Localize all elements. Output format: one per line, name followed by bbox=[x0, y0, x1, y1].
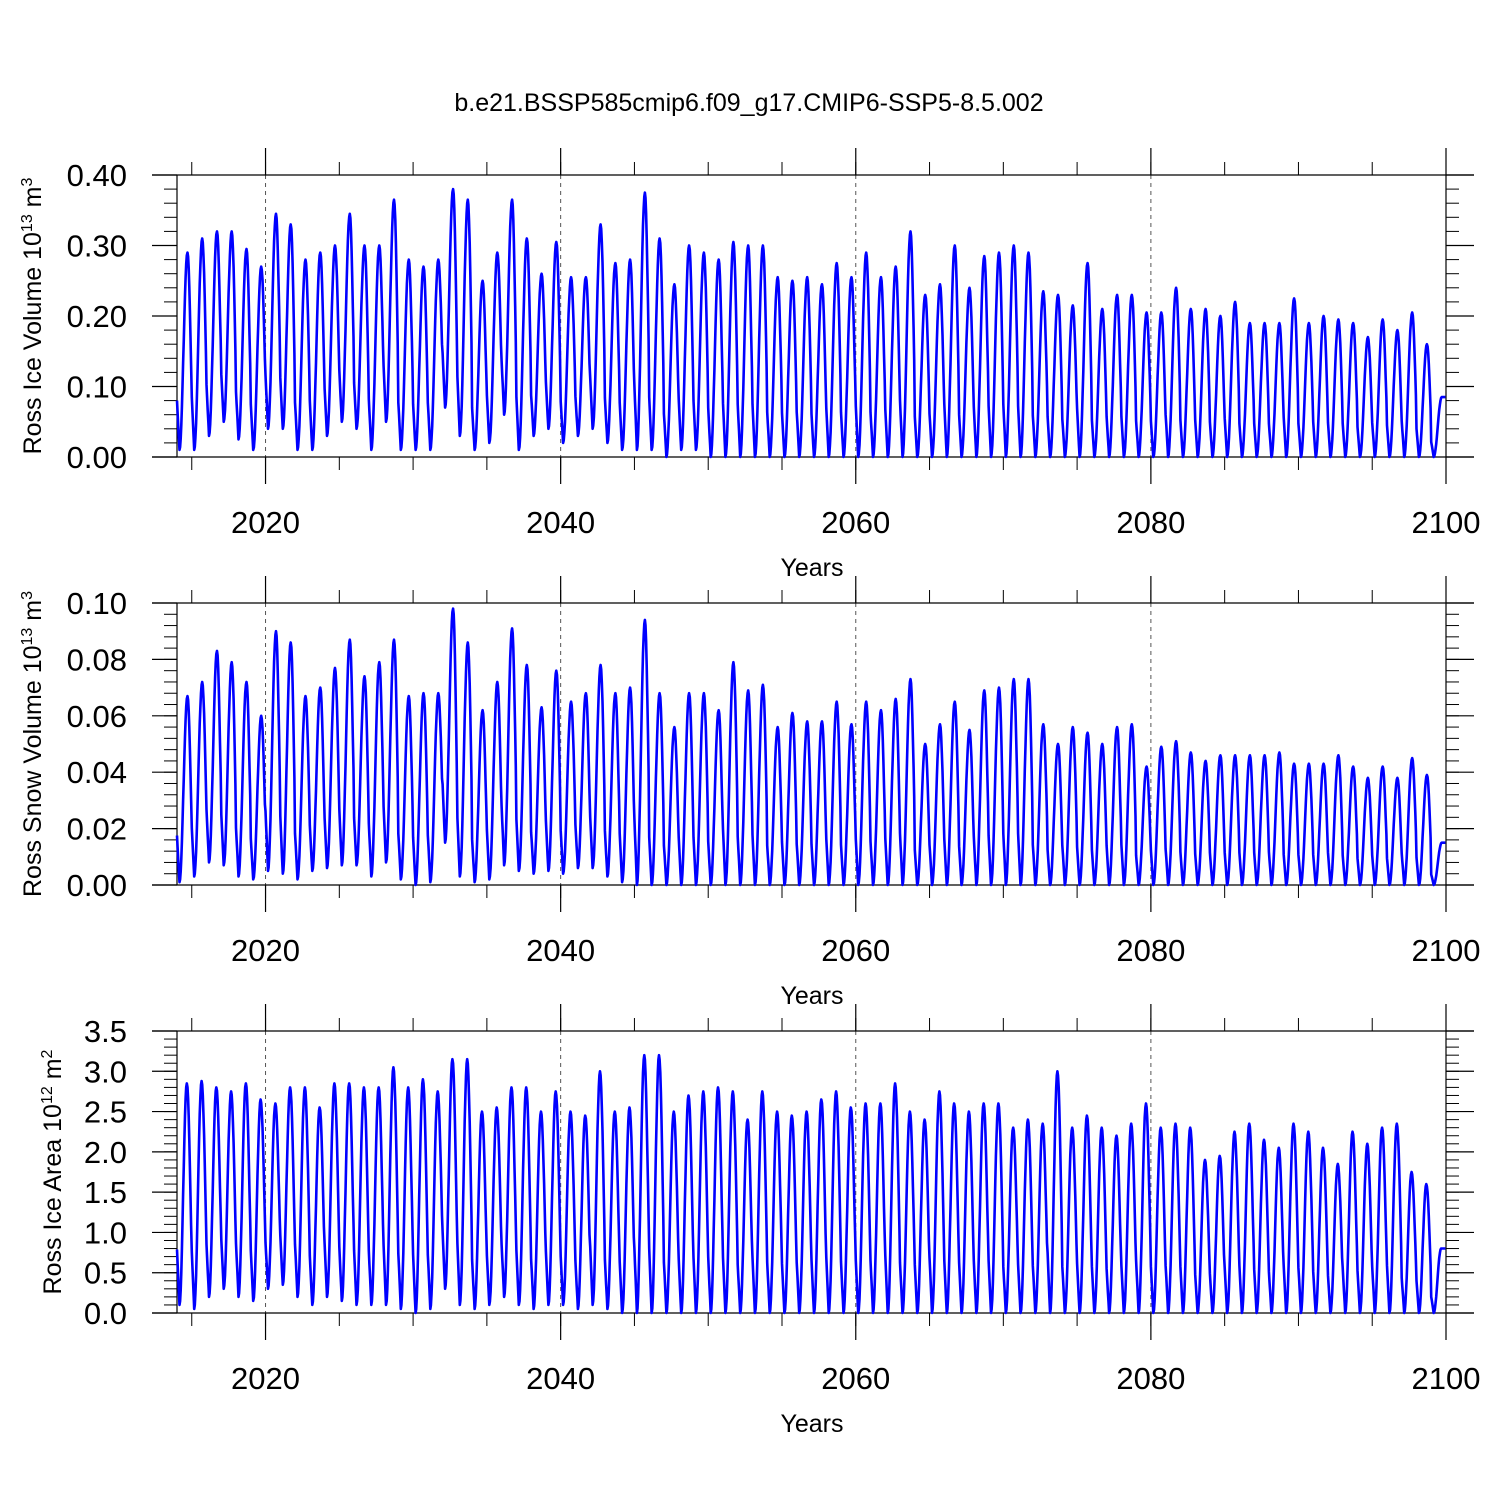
y-tick-label: 0.0 bbox=[84, 1296, 127, 1331]
y-tick-label: 0.40 bbox=[67, 158, 127, 193]
x-tick-label: 2100 bbox=[1412, 1361, 1481, 1396]
y-tick-label: 0.06 bbox=[67, 699, 127, 734]
x-tick-label: 2060 bbox=[821, 505, 890, 540]
y-tick-label: 0.04 bbox=[67, 755, 127, 790]
x-tick-label: 2080 bbox=[1116, 1361, 1185, 1396]
y-tick-label: 3.5 bbox=[84, 1014, 127, 1049]
y-tick-label: 0.20 bbox=[67, 299, 127, 334]
y-tick-label: 0.00 bbox=[67, 440, 127, 475]
ylabel-snow-volume: Ross Snow Volume 1013 m3 bbox=[19, 591, 47, 897]
series-line-0 bbox=[175, 187, 1447, 459]
x-tick-label: 2080 bbox=[1116, 933, 1185, 968]
x-tick-label: 2080 bbox=[1116, 505, 1185, 540]
y-tick-label: 0.5 bbox=[84, 1256, 127, 1291]
x-tick-label: 2020 bbox=[231, 505, 300, 540]
ylabel-ice-volume: Ross Ice Volume 1013 m3 bbox=[19, 177, 47, 454]
xlabel-years-3: Years bbox=[780, 1410, 843, 1438]
y-tick-label: 2.0 bbox=[84, 1135, 127, 1170]
x-tick-label: 2100 bbox=[1412, 505, 1481, 540]
x-tick-label: 2020 bbox=[231, 933, 300, 968]
x-tick-label: 2060 bbox=[821, 933, 890, 968]
x-tick-label: 2060 bbox=[821, 1361, 890, 1396]
y-tick-label: 0.30 bbox=[67, 229, 127, 264]
x-tick-label: 2040 bbox=[526, 933, 595, 968]
y-tick-label: 0.02 bbox=[67, 812, 127, 847]
series-line-0 bbox=[175, 607, 1447, 887]
x-tick-label: 2040 bbox=[526, 1361, 595, 1396]
x-tick-label: 2100 bbox=[1412, 933, 1481, 968]
xlabel-years-1: Years bbox=[780, 554, 843, 582]
ross-ice-volume-panel: Ross Ice Volume 1013 m3 Years 0.00 0.10 0.… bbox=[19, 148, 1480, 582]
x-tick-label: 2020 bbox=[231, 1361, 300, 1396]
xlabel-years-2: Years bbox=[780, 982, 843, 1010]
y-tick-label: 0.10 bbox=[67, 586, 127, 621]
x-tick-label: 2040 bbox=[526, 505, 595, 540]
y-tick-label: 2.5 bbox=[84, 1095, 127, 1130]
ylabel-ice-area: Ross Ice Area 1012 m2 bbox=[39, 1049, 67, 1294]
y-tick-label: 3.0 bbox=[84, 1054, 127, 1089]
y-tick-label: 1.0 bbox=[84, 1215, 127, 1250]
y-tick-label: 1.5 bbox=[84, 1175, 127, 1210]
y-tick-label: 0.10 bbox=[67, 370, 127, 405]
page-title: b.e21.BSSP585cmip6.f09_g17.CMIP6-SSP5-8.… bbox=[454, 89, 1043, 117]
ross-ice-area-panel: Ross Ice Area 1012 m2 Years 0.0 0.5 1.0 1.5… bbox=[39, 1004, 1480, 1438]
series-line-0 bbox=[175, 1053, 1447, 1315]
y-tick-label: 0.08 bbox=[67, 642, 127, 677]
ross-snow-volume-panel: Ross Snow Volume 1013 m3 Years 0.00 0.02 0… bbox=[19, 576, 1480, 1010]
y-tick-label: 0.00 bbox=[67, 868, 127, 903]
